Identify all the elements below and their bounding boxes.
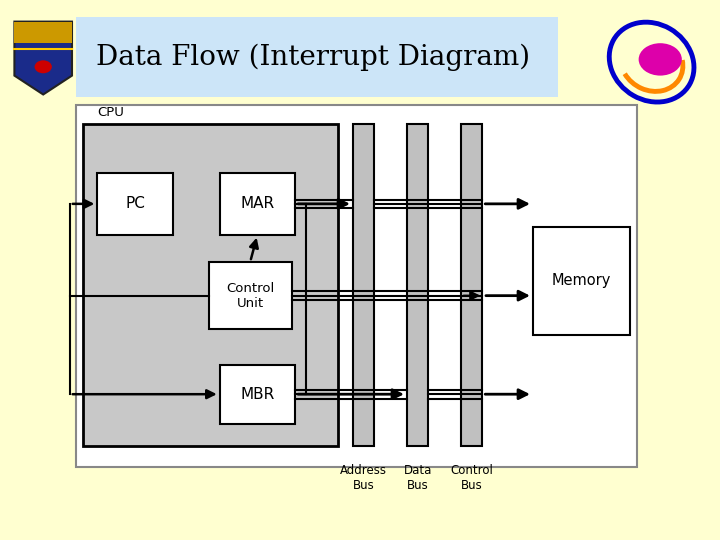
Text: CPU: CPU [97, 106, 124, 119]
Bar [76, 105, 637, 467]
Bar [209, 262, 292, 329]
FancyArrowPatch shape [464, 292, 478, 300]
Bar [76, 17, 558, 97]
FancyArrowPatch shape [486, 291, 527, 300]
Text: Data Flow (Interrupt Diagram): Data Flow (Interrupt Diagram) [96, 44, 530, 71]
Text: Control
Bus: Control Bus [450, 464, 493, 492]
Bar [14, 22, 72, 44]
Bar [83, 124, 338, 446]
Text: MBR: MBR [240, 387, 274, 402]
FancyArrowPatch shape [298, 390, 401, 399]
Polygon shape [14, 22, 72, 94]
Bar [407, 124, 428, 446]
Circle shape [35, 60, 52, 73]
Text: Memory: Memory [552, 273, 611, 288]
Bar [220, 173, 295, 235]
Text: Control
Unit: Control Unit [226, 282, 274, 309]
FancyArrowPatch shape [73, 390, 214, 398]
FancyArrowPatch shape [485, 390, 527, 399]
FancyArrowPatch shape [485, 199, 527, 208]
Bar [353, 124, 374, 446]
Text: Data
Bus: Data Bus [403, 464, 432, 492]
Bar [220, 364, 295, 424]
Text: MAR: MAR [240, 197, 274, 211]
Text: PC: PC [125, 197, 145, 211]
Bar [533, 227, 630, 335]
FancyArrowPatch shape [73, 200, 91, 208]
Bar [97, 173, 173, 235]
Circle shape [639, 43, 682, 76]
FancyArrowPatch shape [251, 240, 258, 259]
Bar [461, 124, 482, 446]
Text: Address
Bus: Address Bus [340, 464, 387, 492]
FancyArrowPatch shape [298, 199, 347, 208]
